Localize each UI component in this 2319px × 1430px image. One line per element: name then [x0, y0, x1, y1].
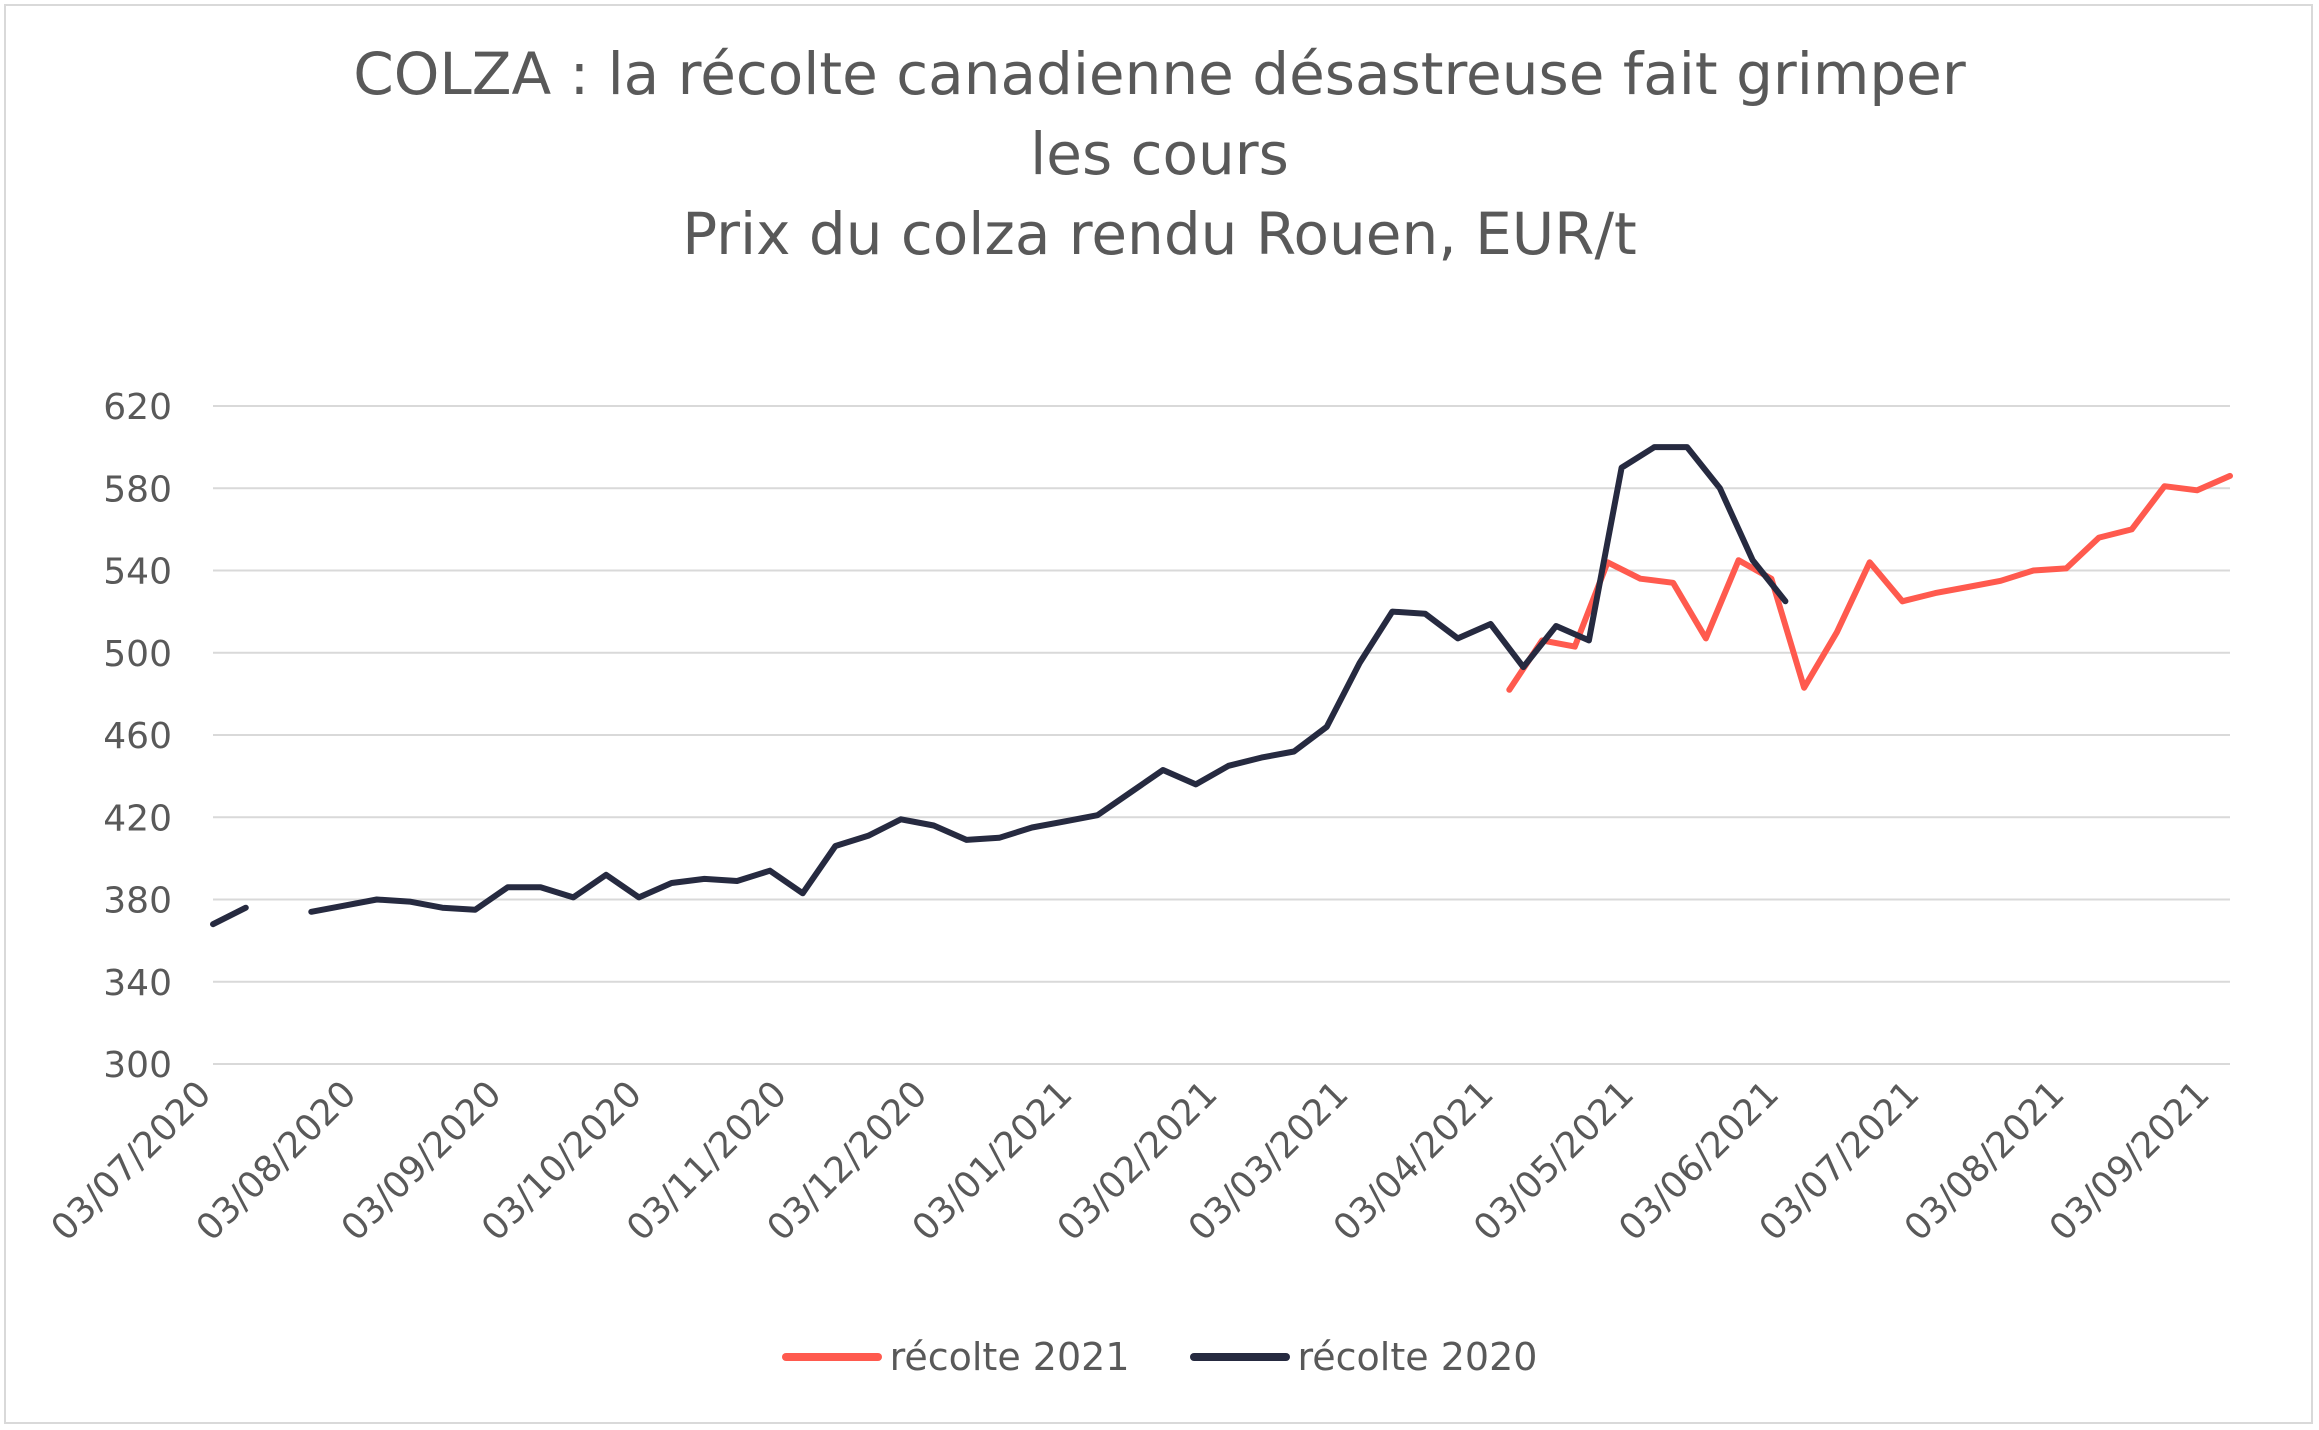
legend-item-recolte-2021: récolte 2021	[781, 1335, 1130, 1379]
y-tick-label: 540	[103, 552, 172, 593]
legend-swatch-recolte-2020	[1189, 1353, 1290, 1361]
y-tick-label: 340	[103, 963, 172, 1004]
chart-frame	[4, 4, 2313, 1424]
chart-title-line-1: COLZA : la récolte canadienne désastreus…	[353, 40, 1966, 108]
chart-title: COLZA : la récolte canadienne désastreus…	[0, 34, 2319, 274]
legend: récolte 2021 récolte 2020	[0, 1335, 2319, 1379]
y-tick-label: 380	[103, 881, 172, 922]
legend-label-recolte-2021: récolte 2021	[889, 1335, 1130, 1379]
series-line-recolte-2020	[210, 904, 249, 928]
y-tick-label: 460	[103, 716, 172, 757]
legend-swatch-recolte-2021	[781, 1353, 882, 1361]
series-line-recolte-2020	[308, 444, 1789, 915]
grid-lines	[213, 405, 2230, 1065]
series-line-recolte-2021	[1506, 472, 2233, 693]
y-tick-label: 580	[103, 469, 172, 510]
legend-item-recolte-2020: récolte 2020	[1189, 1335, 1538, 1379]
series-lines	[210, 444, 2233, 928]
y-tick-label: 300	[103, 1045, 172, 1086]
y-tick-label: 500	[103, 634, 172, 675]
y-tick-label: 420	[103, 798, 172, 839]
y-axis-ticks: 300 340 380 420 460 500 540 580 620	[103, 387, 172, 1086]
chart-title-line-2: les cours	[1030, 120, 1289, 188]
chart-title-line-3: Prix du colza rendu Rouen, EUR/t	[682, 200, 1637, 268]
legend-label-recolte-2020: récolte 2020	[1297, 1335, 1538, 1379]
y-tick-label: 620	[103, 387, 172, 428]
x-axis-ticks: 03/07/202003/08/202003/09/202003/10/2020…	[44, 1073, 2218, 1249]
